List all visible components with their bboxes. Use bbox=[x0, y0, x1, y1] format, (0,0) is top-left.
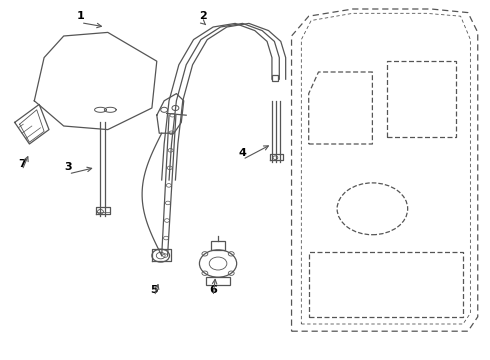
Bar bbox=[272, 75, 278, 81]
Text: 3: 3 bbox=[65, 162, 73, 172]
Text: 4: 4 bbox=[239, 148, 246, 158]
Text: 7: 7 bbox=[18, 159, 26, 169]
Text: 6: 6 bbox=[209, 285, 217, 295]
Text: 1: 1 bbox=[77, 11, 85, 21]
Text: 2: 2 bbox=[199, 11, 207, 21]
Bar bbox=[211, 241, 225, 250]
Text: 5: 5 bbox=[150, 285, 158, 295]
Bar bbox=[206, 277, 230, 285]
